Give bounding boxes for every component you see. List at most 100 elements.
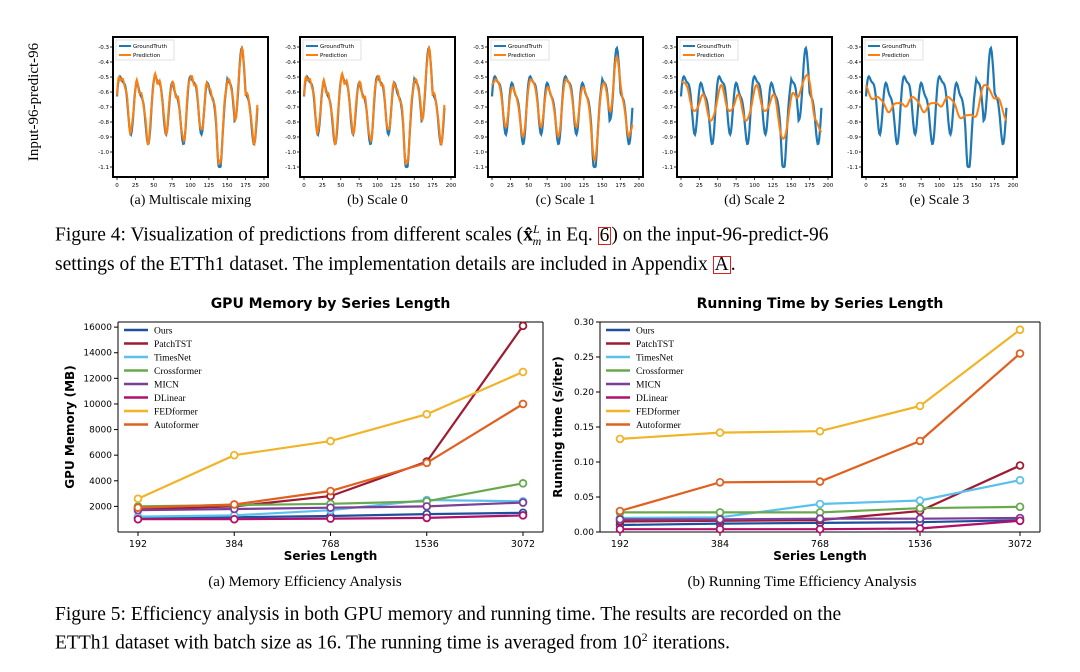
x-tick-label: 0: [864, 183, 868, 189]
data-point: [815, 514, 825, 524]
legend-label: Prediction: [697, 53, 725, 59]
x-tick-label: 75: [918, 183, 925, 189]
y-tick-label: -0.5: [285, 75, 296, 81]
y-tick-label: 10000: [83, 400, 112, 410]
fig4-panel: -0.3 -0.4 -0.5 -0.6 -0.7 -0.8 -0.9 -1.0 -1.1 0 25 5…: [270, 33, 459, 208]
fig4-subcaption: (d) Scale 2: [724, 193, 785, 208]
legend-label: DLinear: [636, 394, 668, 404]
data-point: [133, 494, 143, 504]
y-tick-label: -1.0: [473, 150, 484, 156]
y-tick-label: 0.25: [574, 353, 594, 363]
y-tick-label: -0.8: [473, 120, 484, 126]
x-tick-label: 50: [525, 183, 532, 189]
data-point: [229, 514, 239, 524]
y-axis-label: GPU Memory (MB): [63, 365, 77, 488]
x-tick-label: 25: [132, 183, 139, 189]
data-point: [815, 524, 825, 534]
data-point: [326, 486, 335, 496]
fig4-caption-sup: L: [532, 222, 540, 236]
y-tick-label: -1.0: [285, 150, 296, 156]
chart-title: Running Time by Series Length: [697, 296, 944, 312]
legend-label: GroundTruth: [133, 44, 168, 50]
data-point: [229, 450, 239, 460]
y-tick-label: -0.3: [662, 45, 673, 51]
fig4-caption-p1: Visualization of predictions from differ…: [130, 224, 524, 246]
y-tick-label: 0.10: [574, 458, 594, 468]
x-tick-label: 125: [204, 183, 215, 189]
data-point: [815, 477, 825, 486]
data-point: [326, 503, 335, 512]
fig4-caption-line2b: .: [730, 254, 736, 276]
y-tick-label: -1.1: [662, 165, 673, 171]
data-point: [615, 515, 625, 524]
fig4-caption-line2a: settings of the ETTh1 dataset. The imple…: [55, 254, 713, 276]
x-tick-label: 0: [115, 183, 119, 189]
legend-label: Crossformer: [154, 366, 202, 377]
legend-label: GroundTruth: [882, 44, 917, 50]
data-point: [1015, 502, 1025, 512]
data-point: [1015, 325, 1025, 334]
fig5-caption-sup: 2: [641, 630, 648, 644]
data-point: [1015, 349, 1025, 358]
y-tick-label: -0.6: [662, 90, 673, 96]
x-tick-label: 175: [615, 183, 626, 189]
x-tick-label: 175: [989, 183, 1000, 189]
fig5-caption-line2b: iterations.: [647, 632, 730, 654]
x-axis-label: Series Length: [284, 549, 377, 563]
y-axis-label: Running time (s/iter): [552, 356, 565, 497]
x-tick-label: 200: [634, 183, 645, 189]
data-point: [518, 367, 528, 377]
data-point: [715, 478, 725, 487]
y-tick-label: -1.1: [473, 165, 484, 171]
legend-label: GroundTruth: [320, 44, 355, 50]
data-point: [815, 426, 825, 436]
x-tick-label: 0: [302, 183, 306, 189]
figure5-caption: Figure 5: Efficiency analysis in both GP…: [55, 603, 1045, 655]
figure5-right: Running Time by Series Length 0.00 0.05 0.1…: [551, 292, 1052, 592]
data-point: [1015, 475, 1025, 485]
x-tick-label: 75: [169, 183, 176, 189]
y-tick-label: 0.30: [574, 318, 594, 328]
x-tick-label: 1536: [908, 539, 932, 550]
fig4-caption-p3: ) on the input-96-predict-96: [611, 224, 829, 246]
y-tick-label: 0.00: [574, 528, 594, 538]
x-tick-label: 50: [337, 183, 344, 189]
y-tick-label: 14000: [83, 349, 112, 359]
x-tick-label: 384: [711, 539, 729, 550]
x-tick-label: 768: [321, 539, 339, 550]
prediction-line: [681, 74, 823, 140]
fig4-panel-plot: -0.3 -0.4 -0.5 -0.6 -0.7 -0.8 -0.9 -1.0 -1.1 0 25 5…: [473, 36, 645, 189]
y-tick-label: -0.3: [473, 45, 484, 51]
x-tick-label: 100: [749, 183, 760, 189]
x-tick-label: 175: [804, 183, 815, 189]
fig4-subcaption: (b) Scale 0: [347, 193, 408, 208]
chart-title: GPU Memory by Series Length: [211, 296, 451, 312]
fig4-panel: -0.3 -0.4 -0.5 -0.6 -0.7 -0.8 -0.9 -1.0 -1.1 0 25 5…: [83, 33, 272, 208]
fig4-panel-plot: -0.3 -0.4 -0.5 -0.6 -0.7 -0.8 -0.9 -1.0 -1.1 0 25 5…: [847, 36, 1019, 189]
y-tick-label: -0.5: [98, 75, 109, 81]
fig4-row-label: Input-96-predict-96: [26, 42, 42, 162]
x-tick-label: 25: [696, 183, 703, 189]
fig4-caption-label: Figure 4:: [55, 224, 126, 246]
legend-label: Autoformer: [154, 420, 200, 431]
appendix-ref-link[interactable]: A: [712, 254, 731, 276]
fig5-caption-line1: Efficiency analysis in both GPU memory a…: [130, 604, 842, 625]
y-tick-label: -0.5: [662, 75, 673, 81]
legend-label: FEDformer: [154, 407, 199, 418]
y-tick-label: -0.8: [847, 120, 858, 126]
time-subcaption: (b) Running Time Efficiency Analysis: [687, 574, 917, 590]
y-tick-label: -0.7: [847, 105, 858, 111]
x-tick-label: 150: [409, 183, 420, 189]
legend-label: Prediction: [882, 53, 910, 59]
y-tick-label: 12000: [83, 374, 112, 384]
y-tick-label: -1.0: [847, 150, 858, 156]
x-tick-label: 3072: [1008, 539, 1032, 550]
fig4-panel-plot: -0.3 -0.4 -0.5 -0.6 -0.7 -0.8 -0.9 -1.0 -1.1 0 25 5…: [285, 36, 457, 189]
eq-ref-link[interactable]: 6: [597, 224, 612, 246]
x-tick-label: 25: [319, 183, 326, 189]
x-tick-label: 100: [560, 183, 571, 189]
y-tick-label: -0.4: [473, 60, 484, 66]
y-tick-label: 2000: [89, 502, 112, 512]
series-line: [137, 370, 524, 500]
y-tick-label: -0.7: [473, 105, 484, 111]
